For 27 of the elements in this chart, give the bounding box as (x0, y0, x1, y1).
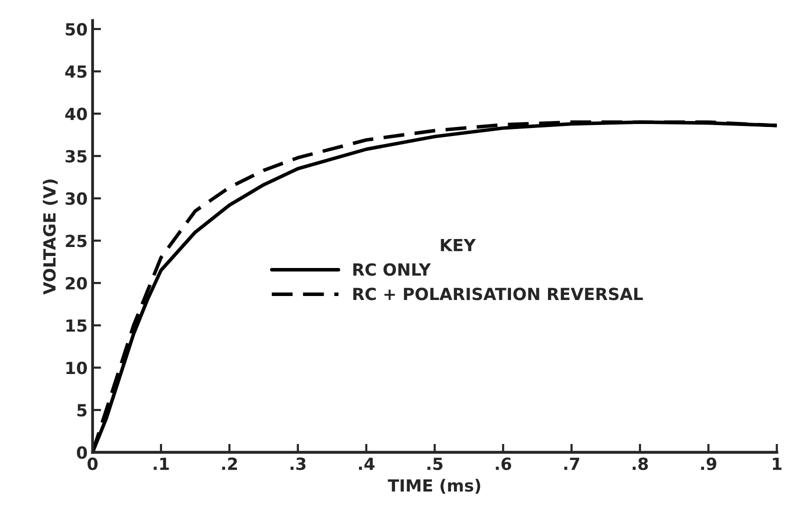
y-tick-label: 10 (66, 362, 87, 374)
y-tick-label: 20 (66, 276, 87, 290)
y-tick-label: 45 (65, 66, 87, 78)
y-axis-title: VOLTAGE (V) (42, 180, 58, 295)
x-tick-label: .3 (290, 457, 306, 470)
y-tick-label: 50 (66, 22, 87, 36)
legend-label: RC ONLY (353, 263, 432, 276)
y-tick-label: 30 (66, 192, 87, 205)
x-tick-label: .9 (701, 457, 716, 470)
x-tick-label: 1 (772, 458, 782, 470)
y-tick-label: 15 (66, 320, 87, 332)
y-tick-label: 25 (66, 234, 87, 248)
x-tick-label: .1 (154, 458, 169, 470)
legend-title: KEY (440, 238, 476, 252)
y-tick-label: 40 (65, 108, 87, 120)
x-tick-label: 0 (88, 457, 98, 470)
x-axis-title: TIME (ms) (388, 478, 480, 494)
x-tick-label: .4 (359, 458, 374, 470)
x-tick-label: .6 (496, 457, 512, 470)
y-tick-label: 35 (66, 150, 87, 163)
x-tick-label: .2 (222, 457, 237, 470)
x-tick-label: .5 (427, 458, 442, 470)
y-tick-label: 5 (77, 404, 87, 417)
legend-label: RC + POLARISATION REVERSAL (353, 288, 643, 300)
y-tick-label: 0 (76, 446, 87, 459)
x-tick-label: .7 (564, 458, 580, 470)
x-tick-label: .8 (632, 457, 648, 470)
